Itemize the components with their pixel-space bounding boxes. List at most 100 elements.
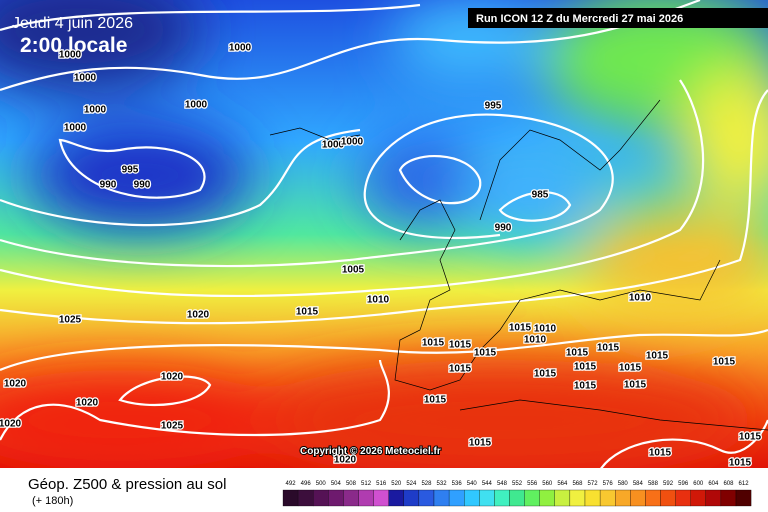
colorbar-label: 496	[301, 481, 312, 487]
colorbar-swatch	[705, 489, 722, 507]
colorbar-swatch	[494, 489, 510, 507]
isobar-label: 1015	[574, 362, 597, 373]
colorbar-label: 512	[361, 481, 372, 487]
colorbar-swatch	[464, 489, 480, 507]
colorbar-label: 548	[497, 481, 508, 487]
height-field	[0, 0, 768, 468]
isobar-label: 1015	[624, 380, 647, 391]
isobar-label: 990	[495, 223, 512, 234]
colorbar-swatch	[645, 489, 661, 507]
colorbar-swatch	[313, 489, 329, 507]
colorbar-label: 604	[708, 481, 719, 487]
isobar-label: 1015	[449, 340, 472, 351]
isobar-label: 1015	[424, 395, 447, 406]
colorbar-label: 540	[467, 481, 478, 487]
colorbar-swatch	[660, 489, 676, 507]
colorbar-swatch	[615, 489, 631, 507]
colorbar-swatch	[343, 489, 359, 507]
colorbar-swatch	[690, 489, 706, 507]
colorbar-swatch	[418, 489, 435, 507]
colorbar-label: 588	[648, 481, 659, 487]
colorbar-swatch	[509, 489, 525, 507]
colorbar-swatch	[388, 489, 404, 507]
isobar-label: 985	[532, 190, 549, 201]
isobar-label: 1010	[524, 335, 547, 346]
colorbar-label: 500	[316, 481, 327, 487]
copyright: Copyright © 2026 Meteociel.fr	[300, 446, 441, 457]
colorbar-swatch	[403, 489, 420, 507]
colorbar-swatch	[448, 489, 465, 507]
colorbar-swatch	[328, 489, 344, 507]
colorbar-label: 612	[739, 481, 750, 487]
footer-title: Géop. Z500 & pression au sol	[28, 476, 226, 493]
isobar-label: 1000	[64, 123, 87, 134]
colorbar-swatch	[569, 489, 586, 507]
colorbar-label: 492	[286, 481, 297, 487]
isobar-label: 1015	[509, 323, 532, 334]
colorbar-swatch	[479, 489, 495, 507]
isobar-label: 1020	[0, 419, 22, 430]
isobar-label: 1000	[322, 140, 345, 151]
colorbar-swatch	[735, 489, 752, 507]
isobar-label: 990	[100, 180, 117, 191]
colorbar-swatch	[433, 489, 450, 507]
isobar-label: 1025	[161, 421, 184, 432]
colorbar-swatch	[539, 489, 555, 507]
colorbar-swatch	[524, 489, 540, 507]
colorbar-swatch	[675, 489, 691, 507]
colorbar-label: 580	[618, 481, 629, 487]
colorbar-label: 560	[542, 481, 553, 487]
isobar-label: 1000	[341, 137, 364, 148]
colorbar-label: 600	[693, 481, 704, 487]
isobar-label: 1020	[187, 310, 210, 321]
colorbar-label: 544	[482, 481, 493, 487]
colorbar-swatch	[554, 489, 571, 507]
colorbar-label: 596	[678, 481, 689, 487]
colorbar-label: 576	[603, 481, 614, 487]
run: Run ICON 12 Z du Mercredi 27 mai 2026	[476, 13, 683, 25]
colorbar-label: 556	[527, 481, 538, 487]
colorbar-label: 536	[452, 481, 463, 487]
isobar-label: 1015	[739, 432, 762, 443]
colorbar-label: 564	[557, 481, 568, 487]
isobar-label: 1020	[161, 372, 184, 383]
isobar-label: 995	[485, 101, 502, 112]
time: 2:00 locale	[20, 34, 127, 57]
colorbar-swatch	[358, 489, 374, 507]
colorbar-swatch	[584, 489, 601, 507]
colorbar-label: 528	[421, 481, 432, 487]
isobar-label: 1010	[367, 295, 390, 306]
isobar-label: 1015	[296, 307, 319, 318]
isobar-label: 1015	[574, 381, 597, 392]
colorbar-label: 524	[406, 481, 417, 487]
isobar-label: 1000	[185, 100, 208, 111]
colorbar-swatch	[599, 489, 616, 507]
isobar-label: 1015	[597, 343, 620, 354]
colorbar-swatch	[297, 489, 314, 507]
colorbar-label: 572	[588, 481, 599, 487]
isobar-label: 1010	[629, 293, 652, 304]
isobar-label: 1015	[422, 338, 445, 349]
isobar-label: 1010	[534, 324, 557, 335]
colorbar-swatch	[630, 489, 646, 507]
isobar-label: 1015	[649, 448, 672, 459]
colorbar-label: 568	[572, 481, 583, 487]
isobar-label: 1015	[449, 364, 472, 375]
colorbar-label: 608	[723, 481, 734, 487]
isobar-label: 990	[134, 180, 151, 191]
isobar-label: 1000	[59, 50, 82, 61]
isobar-label: 1015	[474, 348, 497, 359]
colorbar-label: 504	[331, 481, 342, 487]
footer-subtitle: (+ 180h)	[32, 495, 73, 507]
date: Jeudi 4 juin 2026	[12, 15, 133, 32]
colorbar-swatch	[720, 489, 737, 507]
isobar-label: 1015	[534, 369, 557, 380]
colorbar-label: 584	[633, 481, 644, 487]
isobar-label: 1020	[334, 455, 357, 466]
isobar-label: 1015	[646, 351, 669, 362]
isobar-label: 1015	[729, 458, 752, 469]
isobar-label: 995	[122, 165, 139, 176]
isobar-label: 1020	[4, 379, 27, 390]
colorbar-label: 516	[376, 481, 387, 487]
